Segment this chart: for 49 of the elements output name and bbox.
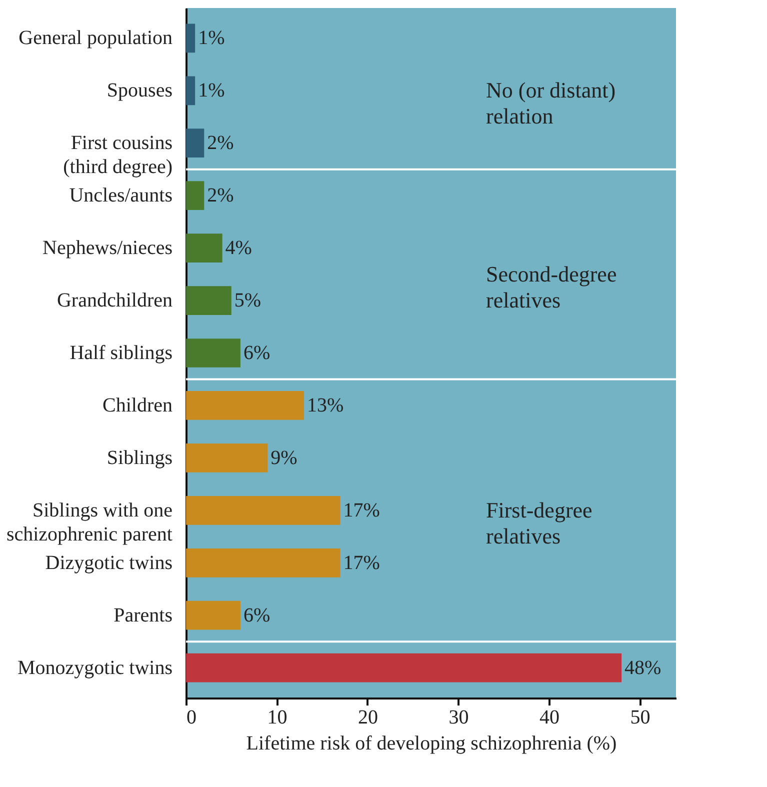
y-tick-label: Siblings [106,446,173,469]
data-label: 6% [243,604,270,626]
annotation: Second-degree relatives [486,261,617,312]
data-label: 6% [243,342,270,364]
bar [186,234,222,262]
x-tick-label: 50 [630,706,650,728]
y-tick-label: Spouses [106,80,173,102]
y-tick-label: Children [102,394,172,416]
bar [186,548,340,578]
bar [186,24,196,53]
bar [186,653,622,682]
x-tick-label: 40 [539,706,560,728]
y-tick-label: Monozygotic twins [18,656,173,679]
annotation: No (or distant) relation [486,78,616,129]
y-tick-label: Nephews/nieces [42,237,173,260]
data-label: 2% [207,184,234,207]
data-label: 48% [624,656,662,679]
data-label: 1% [198,80,225,102]
y-tick-label: Parents [114,604,173,626]
bar [186,496,340,525]
bar [186,391,304,420]
bar [186,286,232,315]
y-tick-label: Uncles/aunts [69,184,173,207]
bar [186,128,204,158]
x-tick-label: 20 [358,706,378,728]
bar [186,338,240,368]
data-label: 5% [234,290,262,312]
data-label: 2% [207,132,234,154]
data-label: 17% [343,499,380,522]
bar [186,600,240,630]
annotation: First-degree relatives [486,497,592,548]
data-label: 9% [270,446,298,469]
y-tick-label: Half siblings [70,342,173,364]
x-tick-label: 0 [186,706,196,728]
data-label: 13% [306,394,344,416]
data-label: 4% [225,237,252,260]
y-tick-label: Dizygotic twins [45,552,173,574]
y-tick-label: General population [18,27,172,50]
y-tick-label: First cousins (third degree) [63,132,173,178]
bar [186,76,196,106]
x-tick-label: 10 [267,706,288,728]
bar [186,444,268,472]
data-label: 17% [343,552,380,574]
x-tick-label: 30 [448,706,469,728]
data-label: 1% [198,27,225,50]
y-tick-label: Siblings with one schizophrenic parent [6,499,173,546]
x-axis-title: Lifetime risk of developing schizophrenia (%) [246,732,617,754]
bar [186,181,204,210]
y-tick-label: Grandchildren [56,290,172,312]
